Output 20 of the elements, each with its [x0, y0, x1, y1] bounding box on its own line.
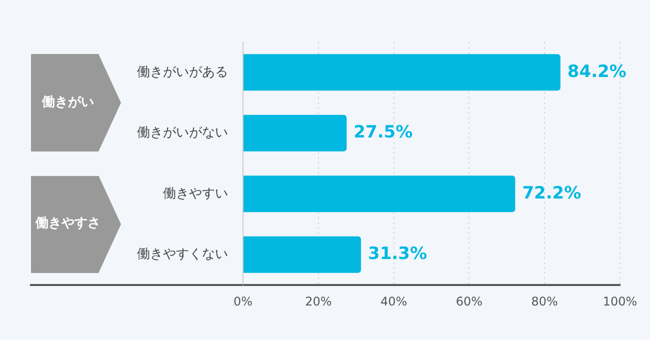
y-tick-label: 働きやすい: [163, 186, 228, 202]
data-label: 72.2%: [522, 183, 582, 204]
y-tick-label: 働きがいがない: [137, 126, 228, 140]
bar: [244, 176, 516, 212]
text: 働きやすさ: [34, 216, 102, 232]
bar: [244, 114, 347, 152]
x-tick-label: 60%: [456, 294, 483, 308]
data-label: 84.2%: [567, 62, 626, 82]
data-label: 31.3%: [368, 244, 427, 264]
x-tick-label: 40%: [380, 294, 408, 308]
x-tick-label: 20%: [305, 294, 332, 308]
text: 働きがい: [40, 94, 95, 111]
bar: [244, 54, 560, 91]
x-tick-label: 80%: [531, 294, 558, 308]
data-label: 27.5%: [354, 122, 413, 143]
x-tick-label: 100%: [602, 294, 638, 308]
x-tick-label: 0%: [233, 294, 253, 308]
bar: [244, 236, 361, 273]
y-tick-label: 働きがいがある: [137, 64, 228, 80]
y-tick-label: 働きやすくない: [137, 247, 228, 262]
